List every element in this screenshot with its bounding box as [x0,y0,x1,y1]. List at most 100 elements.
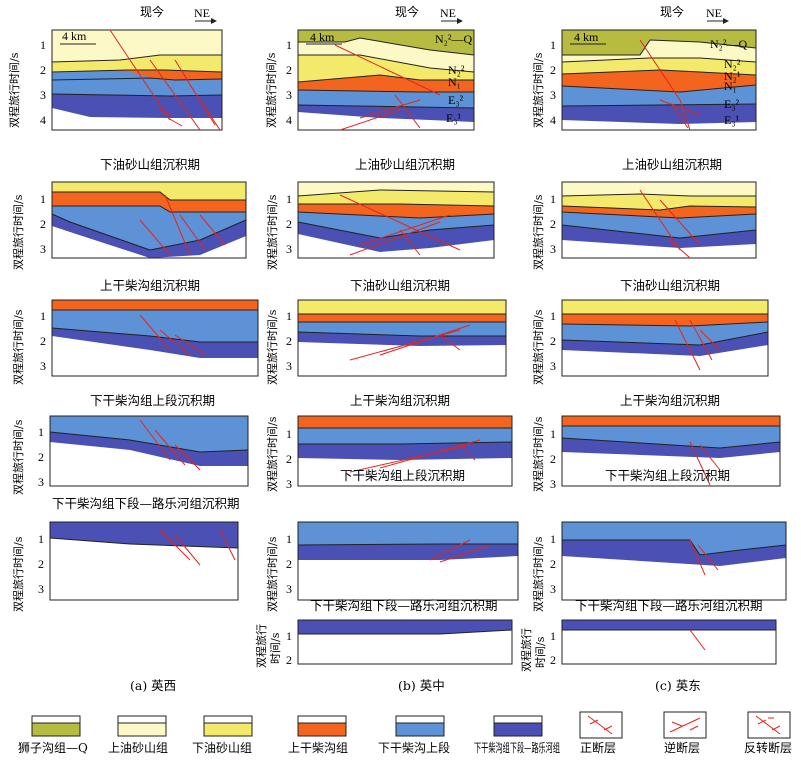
legend-label: 下干柴沟上段 [378,740,450,755]
legend-item-inversion-fault: 反转断层 [744,712,792,755]
legend-label: 上油砂山组 [108,741,168,755]
svg-text:2: 2 [550,557,556,571]
stage-caption-b2: 下油砂山组沉积期 [350,278,450,293]
svg-text:1: 1 [38,532,44,546]
y-axis-label: 双程旅行时间/s [531,416,545,492]
y-axis-label: 双程旅行 [254,624,268,668]
y-axis-label: 双程旅行时间/s [531,536,545,612]
svg-text:1: 1 [550,192,556,206]
legend-item-lower-ganchaigou-upper: 下干柴沟上段 [378,716,450,755]
legend-item-shizigou: 狮子沟组—Q [18,716,88,755]
legend-label: 下油砂山组 [192,741,252,755]
y-axis-label: 双程旅行时间/s [11,309,25,385]
section-b2: 1 2 3 双程旅行时间/s 下油砂山组沉积期 [265,182,494,293]
y-axis-label: 时间/s [534,636,547,668]
formation-label: N₁ [448,75,461,89]
svg-text:2: 2 [550,63,556,77]
y-axis-label: 双程旅行时间/s [265,194,279,270]
section-b1: 现今 NE 4 km N₂²—Q N₂² N₁ E₃² E₃¹ 1 2 3 4 … [264,4,474,172]
svg-text:2: 2 [286,452,292,466]
legend-item-upper-ganchaigou: 上干柴沟组 [288,716,348,755]
legend-label: 上干柴沟组 [288,741,348,755]
column-caption-c: (c) 英东 [655,678,701,693]
svg-text:3: 3 [286,582,292,596]
section-a2: 1 2 3 双程旅行时间/s 上干柴沟组沉积期 [11,182,246,293]
north-label: NE [194,6,210,20]
stage-caption-a1: 下油砂山组沉积期 [100,157,200,172]
svg-text:2: 2 [550,217,556,231]
svg-text:2: 2 [286,217,292,231]
svg-text:1: 1 [286,192,292,206]
present-label: 现今 [660,4,684,19]
stage-caption-c2: 下油砂山组沉积期 [620,278,720,293]
section-a1: 现今 NE 4 km 1 2 3 4 双程旅行时间/s 下油砂山组沉积期 [7,4,222,172]
svg-text:1: 1 [550,532,556,546]
legend-label: 下干柴沟组下段—路乐河组 [474,740,560,755]
svg-text:3: 3 [550,359,556,373]
svg-text:3: 3 [40,88,46,102]
svg-text:3: 3 [286,359,292,373]
y-axis-label: 双程旅行时间/s [265,536,279,612]
svg-text:3: 3 [286,477,292,491]
present-label: 现今 [395,4,419,19]
svg-text:3: 3 [550,477,556,491]
formation-label: N₂²—Q [435,32,472,46]
svg-text:1: 1 [286,309,292,323]
svg-text:1: 1 [286,427,292,441]
section-c5: 1 2 3 双程旅行时间/s 下干柴沟组下段—路乐河组沉积期 [531,522,786,613]
svg-text:1: 1 [40,192,46,206]
north-label: NE [706,6,722,20]
north-label: NE [440,6,456,20]
section-c6: 1 2 双程旅行 时间/s [519,620,776,672]
svg-text:1: 1 [550,309,556,323]
svg-text:4: 4 [40,113,46,127]
svg-text:1: 1 [286,38,292,52]
svg-text:3: 3 [40,359,46,373]
y-axis-label: 双程旅行时间/s [531,309,545,385]
svg-text:1: 1 [38,425,44,439]
svg-text:2: 2 [286,653,292,667]
svg-text:2: 2 [550,452,556,466]
legend-item-normal-fault: 正断层 [580,712,622,755]
y-axis-label: 双程旅行时间/s [11,536,25,612]
svg-text:3: 3 [550,242,556,256]
y-axis-label: 双程旅行时间/s [531,194,545,270]
stage-caption-b3: 上干柴沟组沉积期 [350,393,450,408]
section-c1: 现今 NE 4 km N₂²—Q N₂² N₂¹ N₁ E₃² E₃¹ 1 2 … [531,4,756,172]
y-axis-label: 时间/s [269,632,282,664]
section-b3: 1 2 3 双程旅行时间/s 上干柴沟组沉积期 [265,300,506,408]
svg-text:3: 3 [286,88,292,102]
formation-label: E₃² [724,97,740,111]
formation-label: N₁ [724,79,737,93]
formation-label: N₂²—Q [710,37,747,51]
stage-caption-a2: 上干柴沟组沉积期 [100,278,200,293]
column-caption-b: (b) 英中 [398,678,445,693]
svg-text:2: 2 [38,557,44,571]
formation-label: E₃¹ [724,113,740,127]
formation-label: E₃² [448,93,464,107]
stage-caption-b1: 上油砂山组沉积期 [355,157,455,172]
present-label: 现今 [140,4,164,19]
stage-caption-a4: 下干柴沟组下段—路乐河组沉积期 [52,496,240,511]
svg-text:1: 1 [40,38,46,52]
section-a3: 1 2 3 双程旅行时间/s 下干柴沟组上段沉积期 [11,300,258,408]
section-c4: 1 2 3 双程旅行时间/s 下干柴沟组上段沉积期 [531,416,780,492]
y-axis-label: 双程旅行时间/s [7,52,21,128]
legend-label: 逆断层 [664,740,700,755]
scale-label: 4 km [310,30,335,44]
svg-text:3: 3 [550,88,556,102]
svg-text:1: 1 [550,38,556,52]
y-axis-label: 双程旅行时间/s [531,52,545,128]
stage-caption-c4: 下干柴沟组上段沉积期 [605,468,730,483]
stage-caption-c3: 上干柴沟组沉积期 [620,393,720,408]
section-c2: 1 2 3 双程旅行时间/s 下油砂山组沉积期 [531,182,756,293]
svg-text:1: 1 [550,629,556,643]
legend-item-upper-youshashan: 上油砂山组 [108,716,168,755]
y-axis-label: 双程旅行时间/s [265,416,279,492]
stage-caption-c5: 下干柴沟组下段—路乐河组沉积期 [575,598,763,613]
svg-text:1: 1 [286,629,292,643]
stage-caption-c1: 上油砂山组沉积期 [622,157,722,172]
y-axis-label: 双程旅行时间/s [11,419,25,495]
svg-text:2: 2 [40,217,46,231]
stage-caption-b4: 下干柴沟组上段沉积期 [340,468,465,483]
